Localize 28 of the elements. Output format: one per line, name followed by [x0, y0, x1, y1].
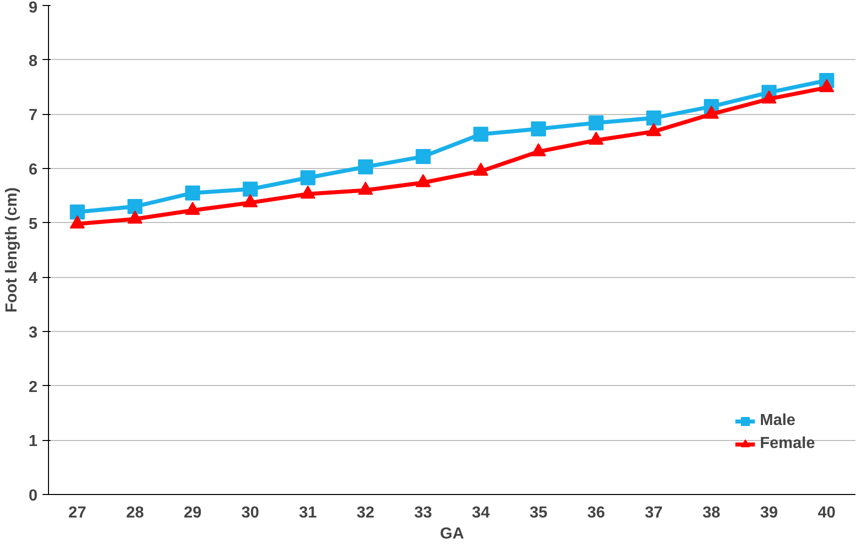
- y-tick-label: 9: [28, 0, 38, 16]
- y-tick-label: 5: [28, 216, 38, 233]
- y-tick-label: 1: [28, 433, 38, 450]
- x-tick-label: 30: [241, 504, 260, 522]
- legend-label: Male: [760, 412, 796, 430]
- y-tick-label: 3: [28, 324, 38, 342]
- x-tick-label: 36: [587, 504, 606, 522]
- y-tick-label: 6: [28, 162, 38, 178]
- x-tick-label: 31: [298, 504, 317, 522]
- y-tick-label: 0: [28, 488, 38, 504]
- x-tick-label: 29: [184, 504, 202, 522]
- x-tick-label: 39: [760, 504, 778, 522]
- x-tick-label: 33: [414, 504, 432, 522]
- y-tick-label: 7: [28, 107, 38, 124]
- x-tick-label: 32: [356, 504, 375, 522]
- x-axis-title: GA: [440, 526, 464, 542]
- legend-label: Female: [760, 435, 815, 453]
- x-tick-label: 38: [702, 504, 720, 522]
- y-tick-label: 2: [28, 378, 38, 396]
- x-tick-label: 37: [644, 504, 663, 522]
- x-tick-label: 28: [126, 504, 144, 522]
- x-tick-label: 35: [530, 504, 548, 522]
- y-axis-title: Foot length (cm): [4, 187, 21, 313]
- x-tick-label: 27: [68, 504, 86, 522]
- y-tick-label: 8: [28, 52, 38, 70]
- x-tick-label: 40: [818, 504, 836, 522]
- x-tick-label: 34: [472, 504, 490, 522]
- y-tick-label: 4: [28, 270, 38, 288]
